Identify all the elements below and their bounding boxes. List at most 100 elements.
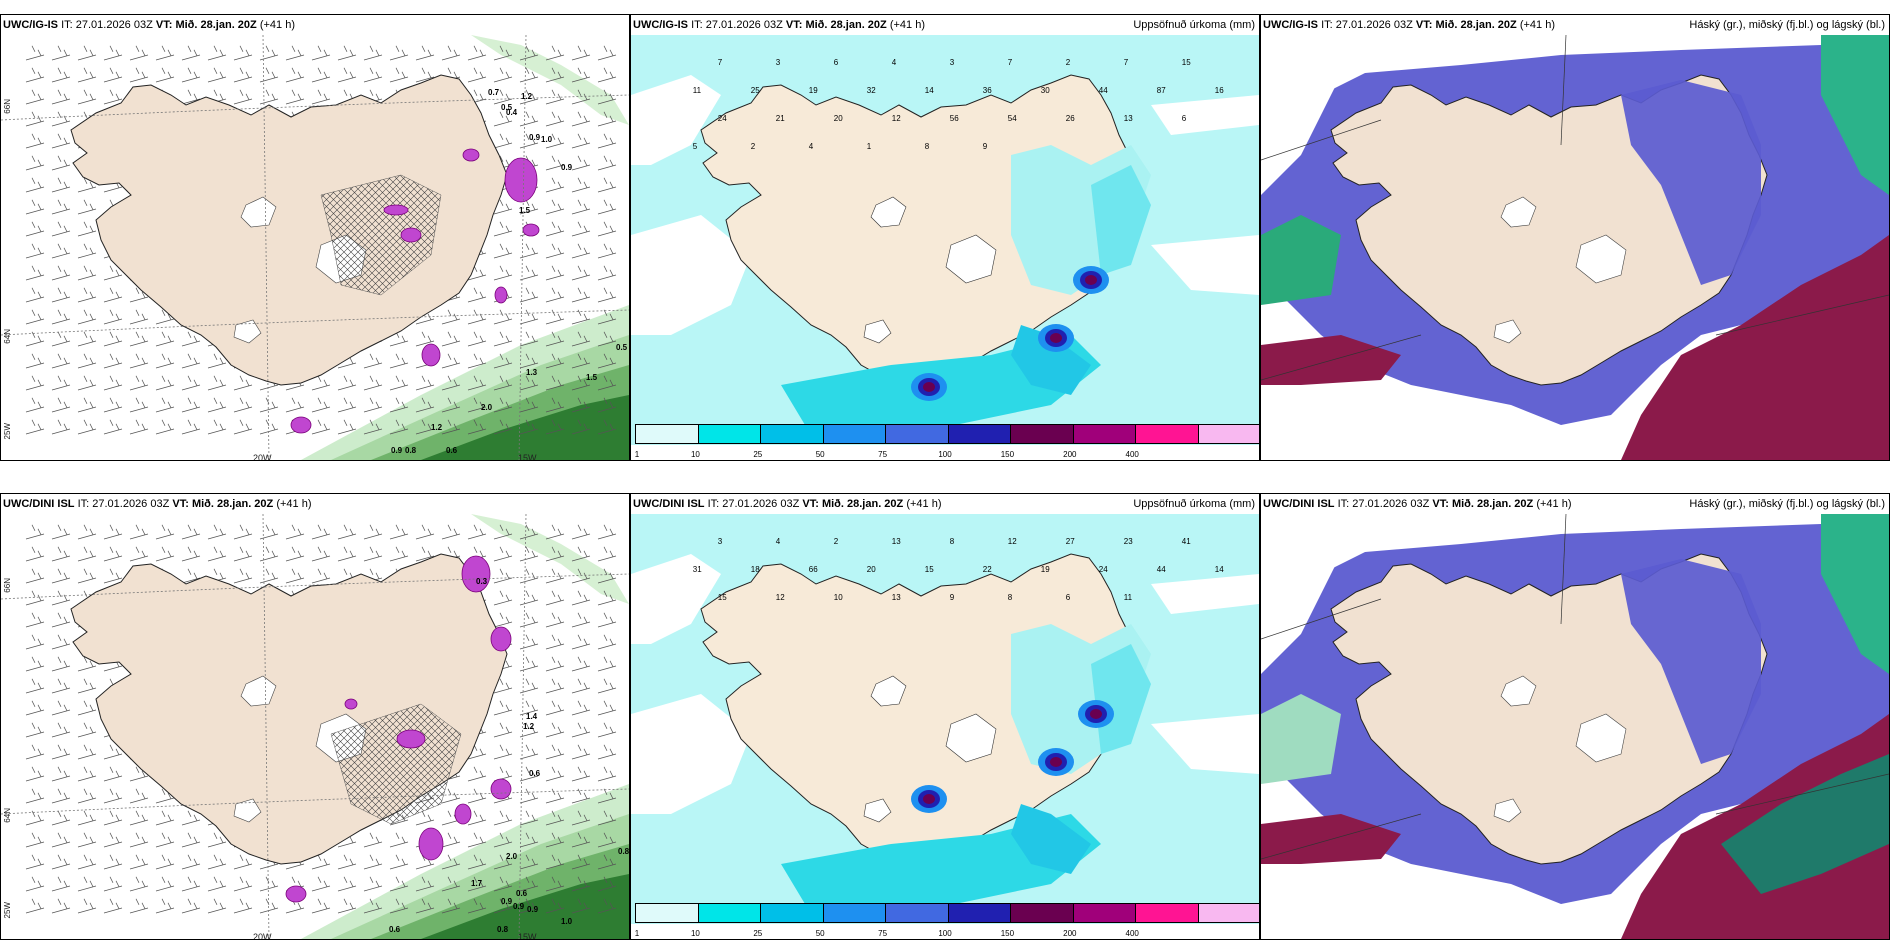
colorbar-tick-label: 100 [938, 450, 952, 459]
wind-barb [129, 375, 149, 391]
precip-south2 [1011, 804, 1091, 874]
wind-value-label: 0.9 [513, 902, 525, 911]
wind-barb [25, 155, 45, 171]
wind-barb [129, 546, 149, 562]
lat-line-66n [1, 94, 629, 121]
wind-barb [311, 45, 331, 61]
precip-value-label: 3 [950, 58, 955, 67]
colorbar-tick-label: 400 [1125, 450, 1139, 459]
wind-barb [337, 854, 357, 870]
wind-barb [441, 375, 461, 391]
wind-barb [207, 898, 227, 914]
model-label: UWC/DINI ISL [1263, 498, 1335, 510]
wind-barb [597, 419, 617, 435]
green-band-north [471, 514, 629, 604]
green-band-north [471, 35, 629, 125]
wind-barb [233, 876, 253, 892]
wind-barb [545, 177, 565, 193]
wind-barb [519, 45, 539, 61]
wind-barb [493, 832, 513, 848]
panel-header: UWC/IG-IS IT: 27.01.2026 03Z VT: Mið. 28… [1261, 15, 1889, 35]
wind-barb [259, 876, 279, 892]
colorbar-tick-label: 200 [1063, 450, 1077, 459]
wind-barb [597, 375, 617, 391]
wind-barb [155, 876, 175, 892]
vt-value: Mið. 28.jan. 20Z [175, 19, 257, 31]
wind-value-label: 1.2 [521, 92, 533, 101]
wind-barb [25, 199, 45, 215]
wind-barb [441, 419, 461, 435]
wind-barb [51, 287, 71, 303]
wind-barb [129, 524, 149, 540]
colorbar-tick-label: 400 [1125, 929, 1139, 938]
wind-barb [493, 590, 513, 606]
wind-barb [285, 568, 305, 584]
colorbar-tick-label: 50 [815, 929, 825, 938]
wind-barb [389, 397, 409, 413]
wind-value-label: 1.7 [471, 879, 483, 888]
colorbar-swatch [1011, 904, 1074, 922]
wind-barb [103, 810, 123, 826]
wind-barb [311, 568, 331, 584]
value-labels: 3 4 2 13 8 12 27 23 41 31 18 66 20 15 22 19 24 44 14 15 12 10… [693, 537, 1224, 602]
it-value: 27.01.2026 03Z [705, 19, 783, 31]
lat-label-66n: 66N [3, 578, 12, 593]
wind-barb [103, 832, 123, 848]
precip-value-label: 9 [983, 142, 988, 151]
glacier [870, 675, 907, 707]
it-label: IT: [61, 19, 73, 31]
wind-barb [493, 353, 513, 369]
wind-barb [493, 309, 513, 325]
wind-barb [597, 89, 617, 105]
vt-label: VT: [172, 498, 189, 510]
wind-barb [493, 898, 513, 914]
dry-area [631, 215, 751, 335]
wind-barb [545, 331, 565, 347]
wind-barb [571, 810, 591, 826]
wind-barb [51, 634, 71, 650]
wind-barb [129, 876, 149, 892]
precip-blob [400, 227, 422, 243]
glacier [1575, 713, 1627, 763]
precip-value-label: 44 [1157, 565, 1166, 574]
wind-barb [103, 876, 123, 892]
wind-barb [77, 524, 97, 540]
wind-barb [103, 524, 123, 540]
wind-barb [545, 854, 565, 870]
green-band-darkest [421, 874, 629, 939]
wind-barb [467, 375, 487, 391]
colorbar-swatches [635, 424, 1259, 444]
wind-barb [259, 568, 279, 584]
wind-barb [77, 656, 97, 672]
colorbar-swatch [761, 904, 824, 922]
wind-barb [51, 155, 71, 171]
wind-barb [259, 397, 279, 413]
wind-barb [285, 397, 305, 413]
wind-value-label: 1.5 [519, 206, 531, 215]
wind-barb [571, 634, 591, 650]
wind-barb [493, 744, 513, 760]
wind-barb [571, 155, 591, 171]
wind-barb [545, 221, 565, 237]
wind-barb [363, 45, 383, 61]
colorbar-tick-label: 200 [1063, 929, 1077, 938]
wind-barb [103, 788, 123, 804]
lat-line-64n [1, 309, 629, 336]
wind-barb [337, 546, 357, 562]
precip-blob [290, 416, 312, 434]
wind-value-label: 1.3 [526, 368, 538, 377]
wind-barb [597, 397, 617, 413]
wind-barb [441, 397, 461, 413]
wind-barb [571, 353, 591, 369]
colorbar-swatch [886, 904, 949, 922]
wind-value-label: 2.0 [481, 403, 493, 412]
wind-value-label: 2.0 [506, 852, 518, 861]
wind-barb [545, 419, 565, 435]
precip-value-label: 8 [950, 537, 955, 546]
wind-value-label: 0.6 [516, 889, 528, 898]
wind-barb [597, 177, 617, 193]
wind-barb [545, 375, 565, 391]
wind-barb [207, 832, 227, 848]
wind-barb [441, 876, 461, 892]
wind-barb [207, 397, 227, 413]
